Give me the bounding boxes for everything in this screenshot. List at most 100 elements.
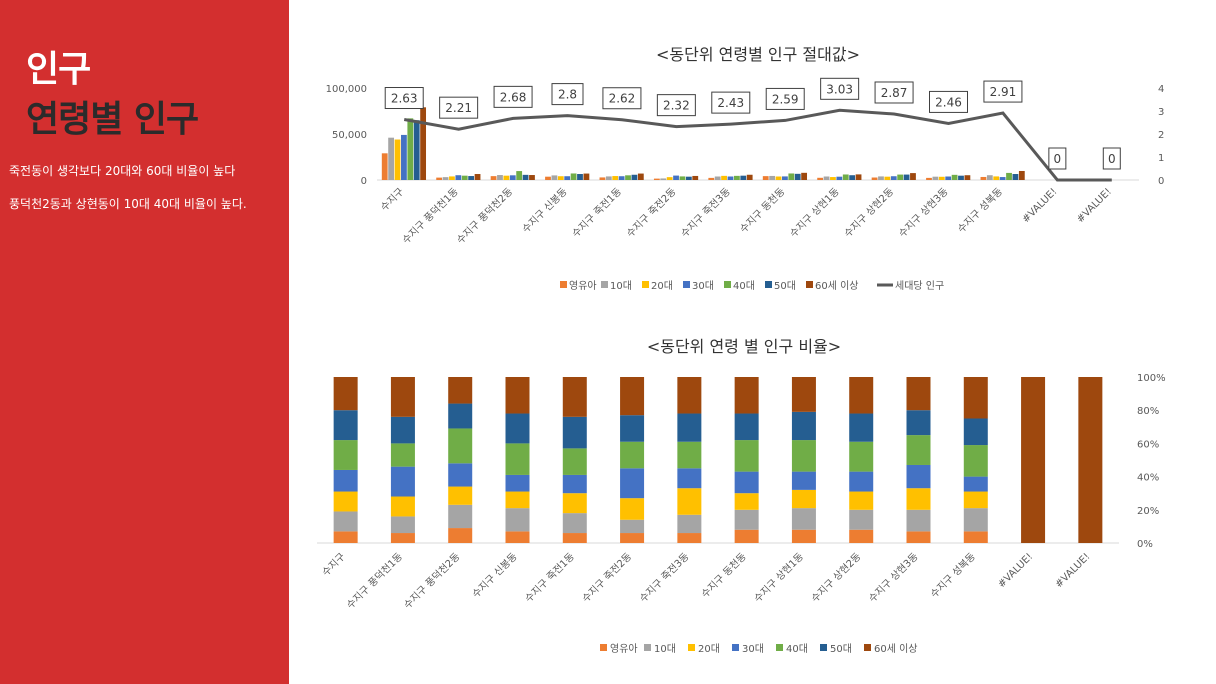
bar-50대-6 (740, 175, 747, 180)
stacked-bar-50대-11 (963, 418, 988, 446)
bar-60세-이상-5 (692, 175, 699, 180)
stacked-bar-60세-이상-0 (333, 377, 358, 411)
stacked-bar-60세-이상-7 (734, 377, 759, 414)
line-data-label-box (493, 85, 533, 108)
stacked-bar-30대-7 (734, 471, 759, 494)
stacked-bar-30대-1 (390, 466, 415, 497)
bar-30대-4 (618, 176, 625, 180)
stacked-bar-20대-4 (562, 493, 587, 514)
bar-60세-이상-3 (583, 173, 590, 180)
x-tick-label: 수지구 동천동 (699, 551, 749, 601)
stacked-bar-40대-2 (448, 428, 473, 464)
bar-50대-7 (794, 173, 801, 180)
stacked-bar-영유아-2 (448, 528, 473, 543)
line-data-label-box (551, 83, 584, 106)
bar-50대-3 (577, 174, 583, 180)
bar-20대-3 (557, 176, 564, 180)
legend-label: 30대 (692, 280, 714, 292)
line-data-label-box (439, 96, 479, 119)
legend-label: 50대 (774, 280, 796, 292)
y-right-tick-label: 60% (1137, 439, 1159, 450)
bar-40대-1 (461, 175, 468, 180)
legend-swatch (601, 281, 608, 288)
stacked-bar-60세-이상-3 (505, 377, 530, 414)
stacked-bar-40대-9 (849, 441, 874, 472)
bar-40대-5 (679, 176, 686, 180)
line-data-label: 2.63 (391, 92, 418, 106)
y-right-tick-label: 4 (1158, 84, 1164, 95)
bar-50대-9 (903, 174, 910, 180)
y-left-tick-label: 100,000 (326, 84, 367, 95)
legend-label: 영유아 (610, 643, 638, 655)
line-data-label: 0 (1108, 152, 1116, 166)
line-data-label-box (820, 77, 860, 100)
x-tick-label: 수지구 성복동 (928, 551, 978, 601)
legend-label: 60세 이상 (815, 280, 859, 292)
legend-label: 50대 (830, 643, 852, 655)
stacked-bar-60세-이상-4 (562, 377, 587, 417)
line-data-label-box (1048, 147, 1067, 170)
bar-30대-7 (782, 176, 788, 180)
stacked-bar-50대-4 (562, 416, 587, 449)
line-data-label-box (1102, 147, 1121, 170)
line-data-label: 2.62 (609, 92, 636, 106)
x-tick-label: 수지구 (378, 186, 406, 214)
legend-label: 10대 (610, 280, 632, 292)
stacked-bar-40대-4 (562, 448, 587, 475)
line-data-label: 2.59 (772, 92, 799, 106)
stacked-bar-20대-7 (734, 493, 759, 510)
bar-60세-이상-6 (746, 174, 753, 180)
stacked-bar-10대-10 (906, 509, 931, 532)
x-tick-label: 수지구 풍덕천2동 (454, 186, 515, 247)
x-tick-label: 수지구 동천동 (738, 186, 788, 236)
stacked-bar-50대-10 (906, 410, 931, 436)
legend-label: 60세 이상 (874, 643, 918, 655)
line-data-label: 2.68 (500, 90, 527, 104)
bar-60세-이상-2 (529, 175, 535, 180)
bar-40대-7 (788, 173, 795, 180)
bar-영유아-8 (817, 177, 824, 180)
legend-swatch (644, 644, 651, 651)
bar-50대-5 (685, 176, 692, 180)
x-tick-label: 수지구 풍덕천2동 (402, 551, 463, 612)
bar-30대-11 (999, 177, 1006, 180)
legend-label: 세대당 인구 (895, 280, 944, 292)
y-right-tick-label: 1 (1158, 153, 1164, 164)
y-right-tick-label: 0 (1158, 176, 1164, 187)
bar-50대-11 (1012, 174, 1019, 180)
stacked-bar-10대-7 (734, 509, 759, 530)
stacked-bar-영유아-0 (333, 531, 358, 543)
stacked-bar-10대-5 (620, 519, 645, 534)
bar-40대-0 (407, 118, 414, 180)
stacked-bar-50대-8 (791, 411, 816, 441)
stacked-bar-20대-5 (620, 498, 645, 520)
stacked-bar-20대-10 (906, 488, 931, 510)
stacked-bar-20대-0 (333, 491, 358, 512)
bar-20대-5 (666, 177, 673, 180)
bar-20대-7 (775, 176, 782, 180)
bar-40대-2 (516, 171, 523, 180)
y-right-tick-label: 0% (1137, 539, 1153, 550)
bar-40대-6 (733, 175, 740, 180)
x-tick-label: 수지구 죽전2동 (624, 186, 678, 240)
stacked-bar-20대-11 (963, 491, 988, 509)
bar-40대-9 (897, 174, 904, 180)
bar-10대-8 (823, 176, 830, 180)
legend-label: 10대 (654, 643, 676, 655)
stacked-bar-40대-10 (906, 435, 931, 465)
bar-영유아-7 (762, 176, 769, 180)
legend-label: 40대 (733, 280, 755, 292)
stacked-bar-40대-5 (620, 441, 645, 469)
line-data-label: 3.03 (826, 82, 853, 96)
stacked-bar-60세-이상-10 (906, 377, 931, 411)
stacked-bar-50대-6 (677, 413, 702, 442)
bar-영유아-6 (708, 177, 715, 180)
stacked-bar-40대-8 (791, 440, 816, 472)
bar-20대-4 (612, 176, 619, 180)
bar-영유아-0 (381, 153, 388, 180)
legend-swatch (776, 644, 783, 651)
bar-50대-2 (522, 174, 529, 180)
stacked-bar-20대-9 (849, 491, 874, 510)
y-right-tick-label: 2 (1158, 130, 1164, 141)
line-data-label: 2.91 (990, 85, 1017, 99)
